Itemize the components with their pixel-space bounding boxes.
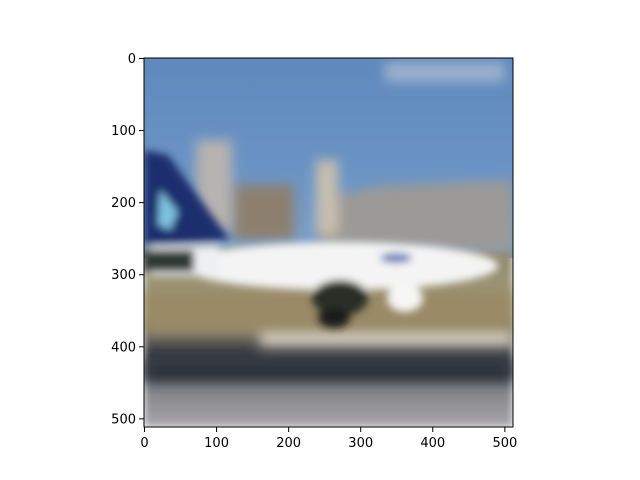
x-tick-label: 200 xyxy=(276,436,301,451)
x-tick-label: 400 xyxy=(420,436,445,451)
y-tick-label: 500 xyxy=(111,412,136,427)
airplane-logo xyxy=(380,253,412,263)
y-tick-label: 300 xyxy=(111,268,136,283)
y-tick-label: 0 xyxy=(128,52,136,67)
y-tick-label: 200 xyxy=(111,196,136,211)
airplane-fuselage xyxy=(182,242,498,290)
building-mid xyxy=(234,185,294,240)
axes-frame xyxy=(143,57,514,428)
airplane-tail-accent xyxy=(158,190,178,230)
dark-band xyxy=(144,360,513,382)
x-tick-label: 100 xyxy=(204,436,229,451)
x-tick-label: 300 xyxy=(348,436,373,451)
x-tick-label: 0 xyxy=(140,436,148,451)
image-area xyxy=(144,58,513,427)
x-tick-label: 500 xyxy=(492,436,517,451)
hangar xyxy=(320,180,513,250)
airplane-engine xyxy=(387,284,423,312)
airplane-gear xyxy=(318,308,350,328)
airplane xyxy=(144,150,498,328)
left-dark-block xyxy=(144,250,194,272)
tower xyxy=(316,160,338,235)
upper-right-haze xyxy=(385,62,505,82)
airplane-wing-shadow xyxy=(312,280,368,316)
y-axis: 0 100 200 300 400 500 xyxy=(111,52,144,427)
y-tick-label: 100 xyxy=(111,124,136,139)
light-strip xyxy=(260,334,513,346)
y-tick-label: 400 xyxy=(111,340,136,355)
x-axis: 0 100 200 300 400 500 xyxy=(140,427,517,451)
